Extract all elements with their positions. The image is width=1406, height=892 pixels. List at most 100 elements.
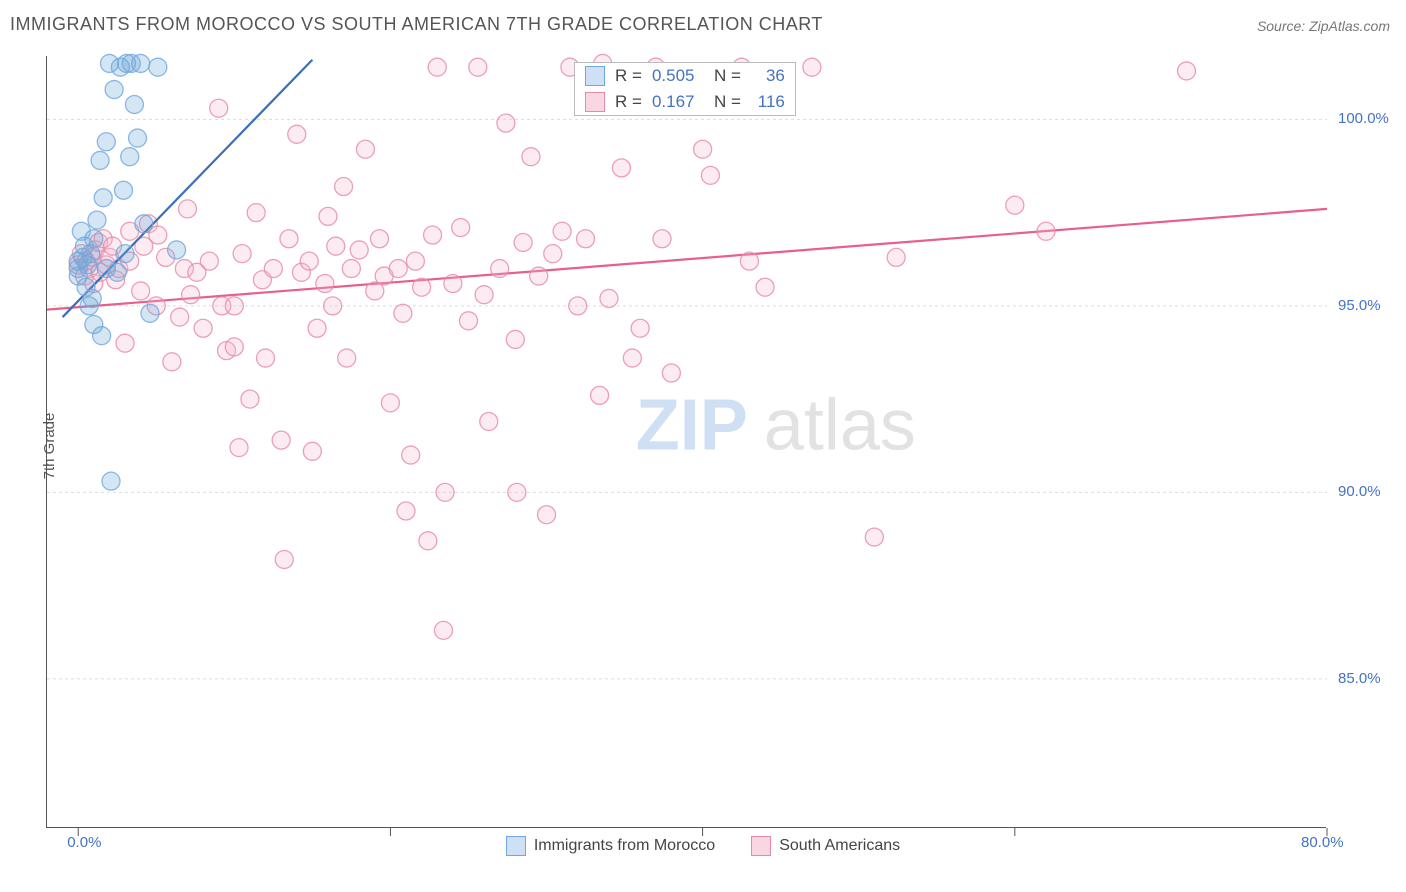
n-label: N =	[714, 92, 741, 112]
watermark-atlas: atlas	[764, 386, 916, 466]
trend-line-morocco	[63, 60, 313, 317]
source-attribution: Source: ZipAtlas.com	[1257, 18, 1390, 34]
data-point-morocco	[149, 58, 167, 76]
r-value: 0.167	[652, 92, 704, 112]
data-point-southamerican	[469, 58, 487, 76]
data-point-southamerican	[178, 200, 196, 218]
data-point-southamerican	[1178, 62, 1196, 80]
data-point-southamerican	[600, 289, 618, 307]
legend-item: Immigrants from Morocco	[506, 836, 715, 856]
data-point-southamerican	[342, 260, 360, 278]
watermark: ZIPatlas	[636, 386, 916, 466]
stat-row: R =0.505N =36	[575, 63, 795, 89]
data-point-southamerican	[247, 204, 265, 222]
data-point-southamerican	[210, 99, 228, 117]
data-point-southamerican	[756, 278, 774, 296]
data-point-southamerican	[662, 364, 680, 382]
data-point-southamerican	[225, 297, 243, 315]
stat-row: R =0.167N =116	[575, 89, 795, 115]
data-point-morocco	[83, 289, 101, 307]
data-point-morocco	[105, 81, 123, 99]
data-point-southamerican	[171, 308, 189, 326]
data-point-southamerican	[397, 502, 415, 520]
data-point-morocco	[125, 95, 143, 113]
legend-swatch	[506, 836, 526, 856]
data-point-southamerican	[402, 446, 420, 464]
chart-title: IMMIGRANTS FROM MOROCCO VS SOUTH AMERICA…	[10, 14, 823, 35]
data-point-southamerican	[389, 260, 407, 278]
n-value: 36	[751, 66, 785, 86]
legend-swatch	[585, 92, 605, 112]
data-point-morocco	[94, 189, 112, 207]
data-point-southamerican	[241, 390, 259, 408]
data-point-morocco	[114, 181, 132, 199]
bottom-legend: Immigrants from Morocco South Americans	[0, 836, 1406, 861]
y-tick-label: 100.0%	[1338, 110, 1389, 127]
data-point-southamerican	[275, 550, 293, 568]
data-point-southamerican	[370, 230, 388, 248]
data-point-southamerican	[569, 297, 587, 315]
data-point-southamerican	[506, 330, 524, 348]
data-point-southamerican	[522, 148, 540, 166]
data-point-southamerican	[394, 304, 412, 322]
data-point-southamerican	[475, 286, 493, 304]
plot-area: ZIPatlas	[46, 56, 1326, 828]
r-label: R =	[615, 66, 642, 86]
data-point-southamerican	[356, 140, 374, 158]
data-point-southamerican	[577, 230, 595, 248]
y-tick-label: 95.0%	[1338, 297, 1381, 314]
data-point-southamerican	[544, 245, 562, 263]
legend-item: South Americans	[751, 836, 900, 856]
data-point-southamerican	[436, 483, 454, 501]
data-point-morocco	[102, 472, 120, 490]
data-point-southamerican	[1037, 222, 1055, 240]
data-point-southamerican	[538, 506, 556, 524]
data-point-southamerican	[233, 245, 251, 263]
data-point-southamerican	[428, 58, 446, 76]
legend-label: South Americans	[779, 837, 900, 855]
y-tick-label: 90.0%	[1338, 483, 1381, 500]
chart-svg: ZIPatlas	[47, 56, 1327, 828]
data-point-southamerican	[335, 178, 353, 196]
data-point-southamerican	[653, 230, 671, 248]
data-point-southamerican	[419, 532, 437, 550]
watermark-zip: ZIP	[636, 386, 748, 466]
data-point-southamerican	[424, 226, 442, 244]
x-tick-label: 0.0%	[67, 834, 101, 851]
data-point-southamerican	[272, 431, 290, 449]
data-point-southamerican	[316, 274, 334, 292]
data-point-southamerican	[194, 319, 212, 337]
data-point-southamerican	[591, 386, 609, 404]
data-point-southamerican	[434, 621, 452, 639]
data-point-southamerican	[530, 267, 548, 285]
data-point-southamerican	[452, 219, 470, 237]
r-value: 0.505	[652, 66, 704, 86]
legend-swatch	[585, 66, 605, 86]
data-point-southamerican	[308, 319, 326, 337]
data-point-morocco	[97, 133, 115, 151]
data-point-southamerican	[116, 334, 134, 352]
x-tick-label: 80.0%	[1301, 834, 1344, 851]
data-point-southamerican	[280, 230, 298, 248]
data-point-southamerican	[163, 353, 181, 371]
data-point-morocco	[93, 327, 111, 345]
data-point-southamerican	[623, 349, 641, 367]
data-point-southamerican	[200, 252, 218, 270]
data-point-southamerican	[491, 260, 509, 278]
data-point-southamerican	[327, 237, 345, 255]
data-point-morocco	[108, 263, 126, 281]
data-point-southamerican	[324, 297, 342, 315]
data-point-southamerican	[381, 394, 399, 412]
data-point-southamerican	[612, 159, 630, 177]
data-point-southamerican	[132, 282, 150, 300]
chart-container: IMMIGRANTS FROM MOROCCO VS SOUTH AMERICA…	[0, 0, 1406, 892]
data-point-southamerican	[406, 252, 424, 270]
data-point-southamerican	[553, 222, 571, 240]
n-value: 116	[751, 92, 785, 112]
data-point-southamerican	[508, 483, 526, 501]
y-tick-label: 85.0%	[1338, 670, 1381, 687]
legend-label: Immigrants from Morocco	[534, 837, 715, 855]
data-point-southamerican	[865, 528, 883, 546]
data-point-morocco	[168, 241, 186, 259]
data-point-morocco	[129, 129, 147, 147]
